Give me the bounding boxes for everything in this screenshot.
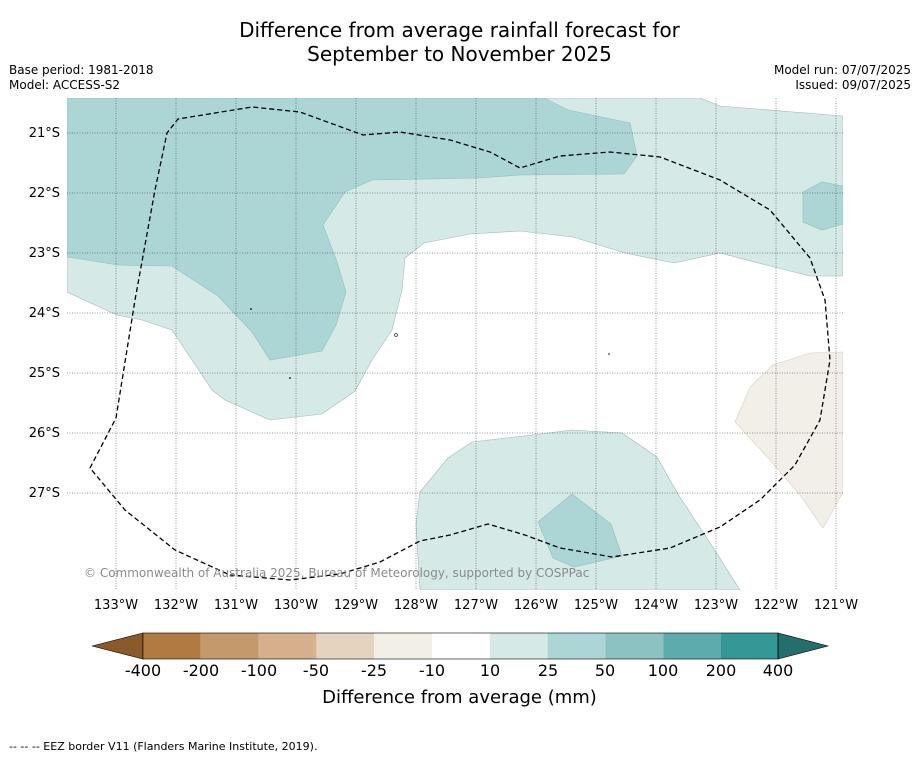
colorbar-tick: -200: [182, 661, 220, 680]
colorbar-tick: 50: [594, 661, 616, 680]
eez-border: [89, 106, 831, 581]
colorbar-outline: [142, 632, 779, 660]
colorbar-label: Difference from average (mm): [322, 687, 597, 708]
colorbar-segment-9: [605, 633, 664, 659]
lon-label-132w: 132°W: [153, 598, 199, 613]
lat-label-22s: 22°S: [28, 186, 60, 201]
lon-label-127w: 127°W: [453, 598, 499, 613]
lon-label-124w: 124°W: [633, 598, 679, 613]
base-period: Base period: 1981-2018: [9, 63, 154, 77]
lon-label-131w: 131°W: [213, 598, 259, 613]
anomaly-region-mid-south: [537, 493, 623, 568]
colorbar-tick: 10: [479, 661, 501, 680]
right-metadata: Model run: 07/07/2025 Issued: 09/07/2025: [774, 63, 911, 93]
anomaly-region-mid-north: [67, 98, 638, 361]
colorbar-tick: -10: [418, 661, 446, 680]
colorbar-tick: -100: [240, 661, 278, 680]
left-metadata: Base period: 1981-2018 Model: ACCESS-S2: [9, 63, 154, 93]
lon-label-121w: 121°W: [813, 598, 859, 613]
colorbar-tick: 400: [762, 661, 794, 680]
colorbar-segment-10: [663, 633, 721, 659]
model-name: Model: ACCESS-S2: [9, 78, 121, 92]
lat-label-23s: 23°S: [28, 246, 60, 261]
colorbar-segment-2: [200, 633, 259, 659]
colorbar-segment-11: [721, 633, 778, 659]
colorbar-tick: -50: [302, 661, 330, 680]
colorbar-tick: -400: [124, 661, 162, 680]
anomaly-region-dry-east: [734, 351, 843, 529]
island-markers: [250, 308, 610, 379]
gridlines: [67, 98, 843, 590]
map-title: Difference from average rainfall forecas…: [0, 18, 919, 66]
colorbar-segment-4: [316, 633, 375, 659]
lon-label-133w: 133°W: [93, 598, 139, 613]
colorbar-high-extension: [777, 632, 830, 660]
colorbar-segment-3: [258, 633, 317, 659]
anomaly-region-mid-east: [802, 181, 843, 231]
lon-label-126w: 126°W: [513, 598, 559, 613]
lat-label-27s: 27°S: [28, 486, 60, 501]
lon-label-129w: 129°W: [333, 598, 379, 613]
lat-label-26s: 26°S: [28, 426, 60, 441]
colorbar: [91, 632, 830, 660]
lon-label-122w: 122°W: [753, 598, 799, 613]
map-area: [67, 98, 843, 590]
colorbar-segment-1: [143, 633, 201, 659]
lon-label-130w: 130°W: [273, 598, 319, 613]
colorbar-segment-7: [489, 633, 548, 659]
colorbar-segment-5: [374, 633, 432, 659]
model-run: Model run: 07/07/2025: [773, 63, 911, 77]
title-line-1: Difference from average rainfall forecas…: [239, 18, 680, 42]
colorbar-tick: 200: [705, 661, 737, 680]
lat-label-25s: 25°S: [28, 366, 60, 381]
colorbar-low-extension: [91, 632, 144, 660]
lat-label-24s: 24°S: [28, 306, 60, 321]
colorbar-tick: 100: [647, 661, 679, 680]
colorbar-segment-8: [547, 633, 606, 659]
colorbar-segment-6: [432, 633, 490, 659]
map-copyright: © Commonwealth of Australia 2025, Bureau…: [84, 566, 590, 580]
lon-label-125w: 125°W: [573, 598, 619, 613]
colorbar-tick: -25: [360, 661, 388, 680]
lon-label-123w: 123°W: [693, 598, 739, 613]
issued-date: Issued: 09/07/2025: [795, 78, 911, 92]
lon-label-128w: 128°W: [393, 598, 439, 613]
lat-label-21s: 21°S: [28, 126, 60, 141]
colorbar-tick: 25: [537, 661, 559, 680]
title-line-2: September to November 2025: [307, 42, 612, 66]
eez-legend-note: -- -- -- EEZ border V11 (Flanders Marine…: [9, 740, 318, 753]
